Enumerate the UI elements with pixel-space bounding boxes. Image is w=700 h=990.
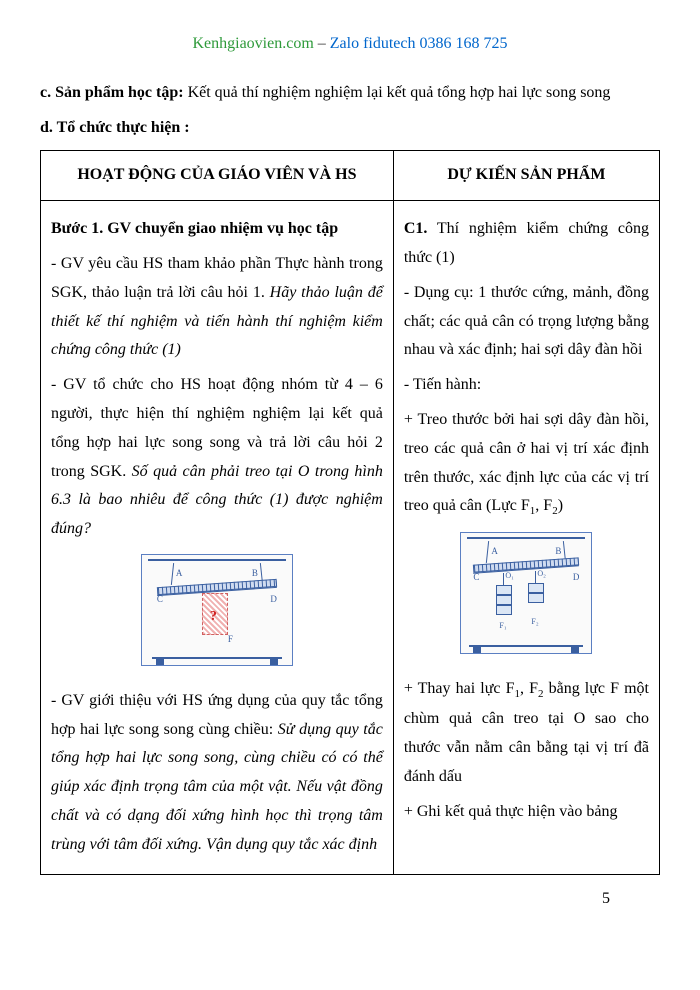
stand-foot1-r — [473, 647, 481, 653]
page-header: Kenhgiaovien.com – Zalo fidutech 0386 16… — [40, 30, 660, 59]
left-p3-italic: Sử dụng quy tắc tổng hợp hai lực song so… — [51, 721, 383, 853]
label-f: F — [228, 631, 233, 647]
c1-text: Thí nghiệm kiểm chứng công thức (1) — [404, 220, 649, 266]
right-step-b: + Thay hai lực F1, F2 bằng lực F một chù… — [404, 675, 649, 791]
right-tool: - Dụng cụ: 1 thước cứng, mảnh, đồng chất… — [404, 279, 649, 365]
section-d: d. Tổ chức thực hiện : — [40, 114, 660, 143]
step-a-1: + Treo thước bởi hai sợi dây đàn hồi, tr… — [404, 411, 649, 514]
stand-base — [152, 657, 282, 659]
section-c-label: c. Sản phẩm học tập: — [40, 84, 184, 101]
diagram-left-wrap: A B C D F — [51, 554, 383, 677]
stand-foot2-r — [571, 647, 579, 653]
diagram-right-wrap: A B C D O₁ O₂ — [404, 532, 649, 665]
diagram-left: A B C D F — [141, 554, 293, 666]
label-o2: O₂ — [537, 567, 546, 581]
label-b-r: B — [555, 543, 561, 559]
step1-title: Bước 1. GV chuyển giao nhiệm vụ học tập — [51, 215, 383, 244]
right-proc: - Tiến hành: — [404, 371, 649, 400]
right-c1: C1. Thí nghiệm kiểm chứng công thức (1) — [404, 215, 649, 273]
label-c-r: C — [473, 569, 479, 585]
label-f1: F₁ — [499, 619, 506, 633]
step-b-1: + Thay hai lực F — [404, 680, 515, 697]
left-p1: - GV yêu cầu HS tham khảo phần Thực hành… — [51, 250, 383, 365]
page-number: 5 — [40, 885, 660, 914]
label-d: D — [270, 591, 277, 607]
step-b-mid: , F — [520, 680, 538, 697]
right-step-c: + Ghi kết quả thực hiện vào bảng — [404, 798, 649, 827]
section-d-label: d. Tổ chức thực hiện : — [40, 119, 190, 136]
left-p3: - GV giới thiệu với HS ứng dụng của quy … — [51, 687, 383, 860]
section-c: c. Sản phẩm học tập: Kết quả thí nghiệm … — [40, 79, 660, 108]
th-right: DỰ KIẾN SẢN PHẨM — [393, 151, 659, 201]
main-table: HOẠT ĐỘNG CỦA GIÁO VIÊN VÀ HS DỰ KIẾN SẢ… — [40, 150, 660, 874]
w2b — [528, 593, 544, 603]
cell-left: Bước 1. GV chuyển giao nhiệm vụ học tập … — [41, 201, 394, 874]
label-a: A — [176, 565, 183, 581]
hang1 — [503, 573, 504, 585]
dash: – — [314, 35, 330, 52]
w1a — [496, 585, 512, 595]
stand-foot2 — [270, 659, 278, 665]
stand-top — [148, 559, 286, 561]
string-a — [171, 563, 174, 585]
hang2 — [535, 571, 536, 583]
stand-foot1 — [156, 659, 164, 665]
w1c — [496, 605, 512, 615]
brand-text: Kenhgiaovien.com — [192, 35, 313, 52]
right-step-a: + Treo thước bởi hai sợi dây đàn hồi, tr… — [404, 406, 649, 522]
w1b — [496, 595, 512, 605]
section-c-text: Kết quả thí nghiệm nghiệm lại kết quả tổ… — [184, 84, 611, 101]
w2a — [528, 583, 544, 593]
left-p2: - GV tổ chức cho HS hoạt động nhóm từ 4 … — [51, 371, 383, 544]
stand-base-r — [469, 645, 583, 647]
diagram-right: A B C D O₁ O₂ — [460, 532, 592, 654]
label-o1: O₁ — [505, 569, 514, 583]
cell-right: C1. Thí nghiệm kiểm chứng công thức (1) … — [393, 201, 659, 874]
th-left: HOẠT ĐỘNG CỦA GIÁO VIÊN VÀ HS — [41, 151, 394, 201]
stand-top-r — [467, 537, 585, 539]
label-d-r: D — [573, 569, 580, 585]
step-a-mid: , F — [535, 497, 552, 514]
label-f2: F₂ — [531, 615, 538, 629]
string-a-r — [486, 541, 489, 563]
label-b: B — [252, 565, 258, 581]
label-c: C — [157, 591, 163, 607]
c1-label: C1. — [404, 220, 428, 237]
page: Kenhgiaovien.com – Zalo fidutech 0386 16… — [0, 0, 700, 933]
zalo-text: Zalo fidutech 0386 168 725 — [330, 35, 508, 52]
label-a-r: A — [491, 543, 498, 559]
weight-question — [202, 593, 228, 635]
step-a-end: ) — [558, 497, 563, 514]
